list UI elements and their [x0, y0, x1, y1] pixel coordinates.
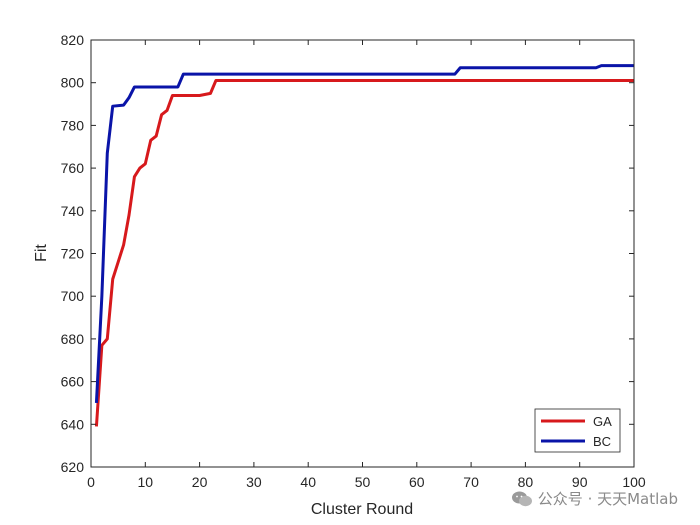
x-tick-label: 70	[463, 474, 479, 490]
y-tick-label: 660	[61, 374, 85, 390]
legend-box	[534, 408, 621, 453]
y-axis-ticks: 620 640 660 680 700 720 740 760 780 800 820	[61, 32, 634, 475]
x-tick-label: 50	[355, 474, 371, 490]
y-tick-label: 620	[61, 459, 85, 475]
x-tick-label: 100	[622, 474, 646, 490]
y-tick-label: 640	[61, 416, 85, 432]
watermark-text: 公众号 · 天天Matlab	[537, 490, 678, 508]
x-tick-label: 30	[246, 474, 262, 490]
series-line-bc	[94, 64, 634, 404]
x-tick-label: 80	[518, 474, 534, 490]
x-tick-label: 60	[409, 474, 425, 490]
y-tick-label: 820	[61, 32, 85, 48]
y-tick-label: 800	[61, 75, 85, 91]
y-tick-label: 740	[61, 203, 85, 219]
x-tick-label: 90	[572, 474, 588, 490]
legend-label-ga: GA	[593, 414, 612, 429]
plot-area	[91, 40, 634, 467]
legend-label-bc: BC	[593, 434, 611, 449]
x-tick-label: 10	[138, 474, 154, 490]
series-layer	[94, 64, 634, 427]
x-tick-label: 40	[300, 474, 316, 490]
y-axis-title: Fit	[33, 244, 50, 262]
watermark: 公众号 · 天天Matlab	[511, 488, 678, 509]
wechat-icon	[511, 491, 532, 506]
y-tick-label: 760	[61, 160, 85, 176]
y-tick-label: 700	[61, 288, 85, 304]
y-tick-label: 720	[61, 246, 85, 262]
y-tick-label: 680	[61, 331, 85, 347]
x-tick-label: 20	[192, 474, 208, 490]
legend: GA BC	[534, 408, 621, 453]
series-line-ga	[94, 79, 634, 427]
x-axis-ticks: 0 10 20 30 40 50 60 70 80 90 100	[87, 40, 646, 490]
y-tick-label: 780	[61, 117, 85, 133]
x-axis-title: Cluster Round	[311, 501, 413, 518]
x-tick-label: 0	[87, 474, 95, 490]
